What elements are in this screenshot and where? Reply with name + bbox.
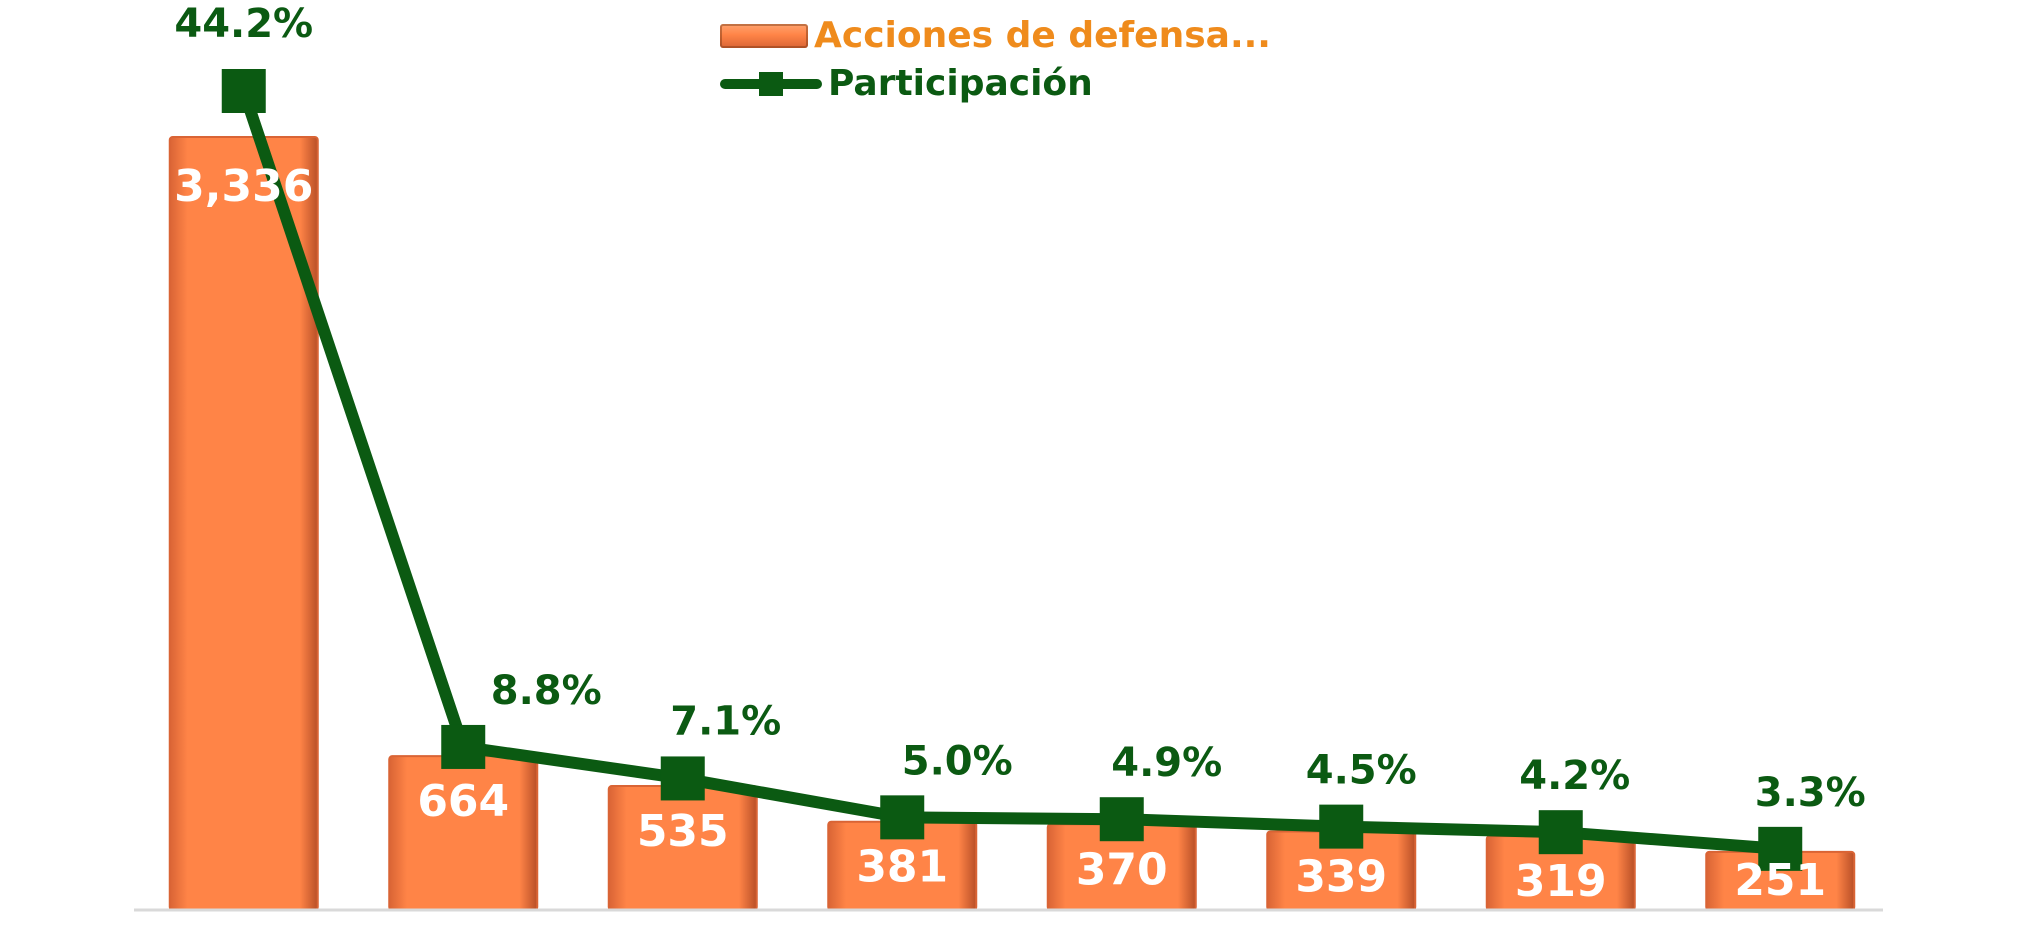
participation-value-label-7: 4.2%: [1519, 753, 1630, 799]
participation-marker-4: [880, 795, 925, 840]
legend-item-line-series: Participación: [720, 66, 1271, 102]
legend-label-line-series: Participación: [828, 63, 1093, 104]
participation-marker-5: [1099, 797, 1144, 842]
participation-marker-7: [1538, 810, 1583, 855]
chart-legend: Acciones de defensa... Participación: [720, 18, 1271, 102]
legend-label-bar-series: Acciones de defensa...: [814, 15, 1271, 56]
bar-value-label-3: 535: [637, 806, 729, 857]
participation-value-label-3: 7.1%: [670, 698, 781, 744]
participation-value-label-5: 4.9%: [1111, 740, 1222, 786]
legend-line-swatch: [720, 71, 822, 97]
participation-value-label-8: 3.3%: [1755, 770, 1866, 816]
participation-value-label-2: 8.8%: [491, 668, 602, 714]
legend-square-marker-icon: [759, 72, 783, 96]
participation-marker-6: [1319, 804, 1364, 849]
data-label-layer: 3,336 664 535 381 370 339 319 251 44.2% 8.8% 7.1% 5…: [174, 1, 1866, 907]
participation-marker-3: [660, 756, 705, 801]
participation-line: [237, 85, 1787, 855]
bar-value-label-7: 319: [1515, 856, 1607, 907]
legend-bar-swatch: [720, 24, 808, 48]
participation-value-label-4: 5.0%: [902, 738, 1013, 784]
participation-marker-2: [441, 724, 486, 769]
line-series-layer: [221, 69, 1803, 871]
bar-value-label-6: 339: [1295, 851, 1387, 902]
bar-value-label-1: 3,336: [174, 161, 313, 212]
participation-value-label-1: 44.2%: [174, 1, 313, 47]
bar-series-layer: [168, 136, 1856, 912]
bar-value-label-2: 664: [417, 776, 509, 827]
bar-value-label-8: 251: [1734, 855, 1826, 906]
participation-marker-1: [221, 69, 266, 113]
bar-value-label-5: 370: [1076, 844, 1168, 895]
participation-value-label-6: 4.5%: [1306, 748, 1417, 794]
bar-value-label-4: 381: [856, 842, 948, 893]
legend-item-bar-series: Acciones de defensa...: [720, 18, 1271, 54]
participation-marker-8: [1758, 826, 1803, 871]
